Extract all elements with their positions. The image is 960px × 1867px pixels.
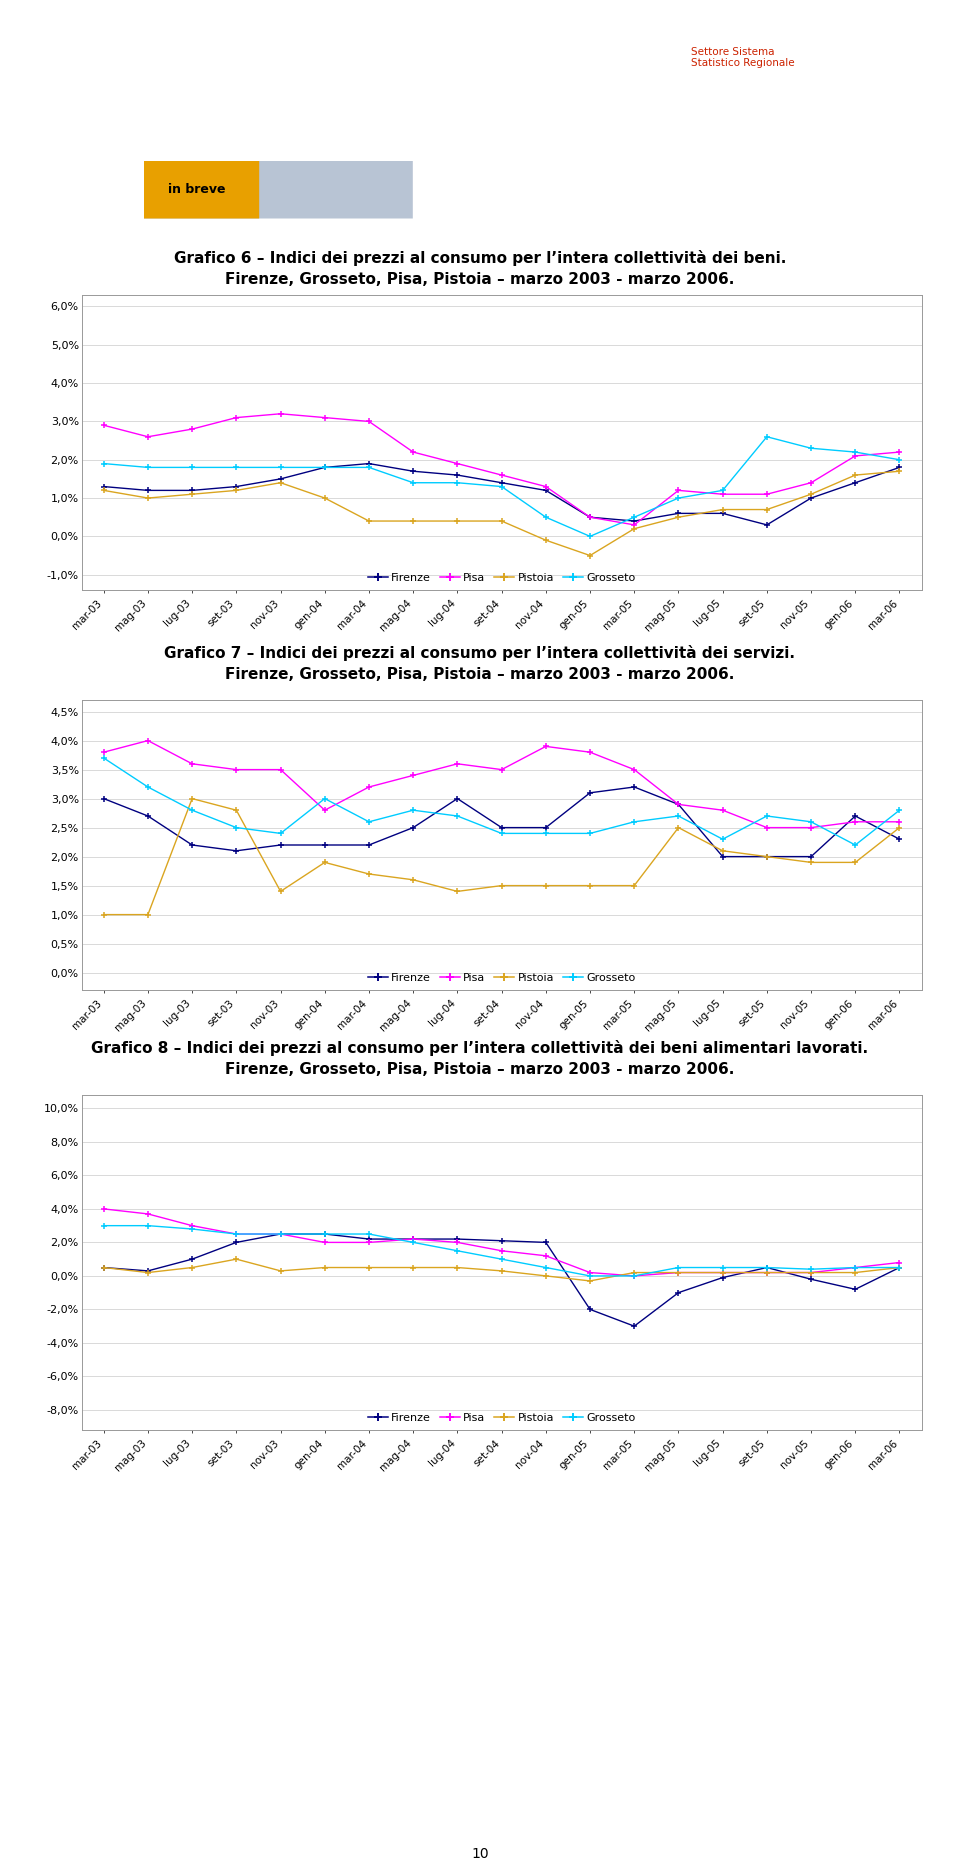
Text: Grafico 6 – Indici dei prezzi al consumo per l’intera collettività dei beni.: Grafico 6 – Indici dei prezzi al consumo… xyxy=(174,250,786,265)
FancyBboxPatch shape xyxy=(144,161,259,218)
Text: Grafico 8 – Indici dei prezzi al consumo per l’intera collettività dei beni alim: Grafico 8 – Indici dei prezzi al consumo… xyxy=(91,1040,869,1057)
Text: in breve: in breve xyxy=(168,183,226,196)
Text: Firenze, Grosseto, Pisa, Pistoia – marzo 2003 - marzo 2006.: Firenze, Grosseto, Pisa, Pistoia – marzo… xyxy=(226,667,734,681)
Legend: Firenze, Pisa, Pistoia, Grosseto: Firenze, Pisa, Pistoia, Grosseto xyxy=(363,1410,640,1428)
Legend: Firenze, Pisa, Pistoia, Grosseto: Firenze, Pisa, Pistoia, Grosseto xyxy=(363,969,640,988)
FancyBboxPatch shape xyxy=(144,161,413,218)
Text: Grafico 7 – Indici dei prezzi al consumo per l’intera collettività dei servizi.: Grafico 7 – Indici dei prezzi al consumo… xyxy=(164,644,796,661)
Text: Firenze, Grosseto, Pisa, Pistoia – marzo 2003 - marzo 2006.: Firenze, Grosseto, Pisa, Pistoia – marzo… xyxy=(226,1062,734,1077)
Text: Firenze, Grosseto, Pisa, Pistoia – marzo 2003 - marzo 2006.: Firenze, Grosseto, Pisa, Pistoia – marzo… xyxy=(226,273,734,288)
Text: 10: 10 xyxy=(471,1846,489,1861)
Legend: Firenze, Pisa, Pistoia, Grosseto: Firenze, Pisa, Pistoia, Grosseto xyxy=(363,569,640,588)
Text: Settore Sistema
Statistico Regionale: Settore Sistema Statistico Regionale xyxy=(691,47,795,69)
